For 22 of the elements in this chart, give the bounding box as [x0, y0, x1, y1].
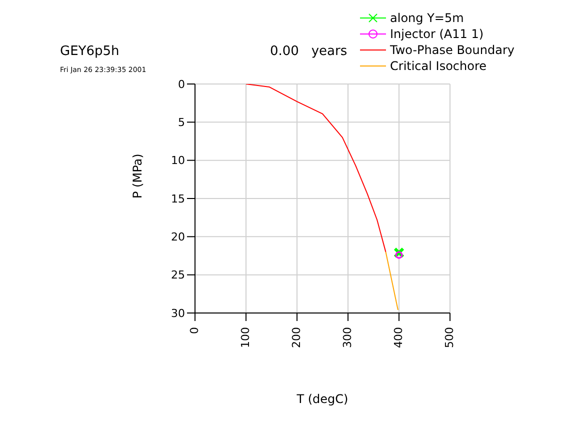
chart-subtitle: 0.00 years — [270, 44, 348, 59]
text: GEY6p5h — [60, 44, 120, 59]
legend-label: Two-Phase Boundary — [390, 42, 514, 58]
legend-label: Injector (A11 1) — [390, 26, 484, 42]
y-tick-label: 0 — [178, 78, 185, 91]
legend-label: along Y=5m — [390, 10, 464, 26]
x-tick-label: 400 — [392, 327, 406, 348]
y-axis-title: P (MPa) — [130, 154, 144, 198]
x-axis-title: T (degC) — [296, 392, 348, 406]
y-tick-label: 15 — [171, 192, 185, 206]
y-tick-label: 5 — [178, 116, 185, 130]
legend-label: Critical Isochore — [390, 58, 487, 74]
x-tick-label: 500 — [443, 327, 456, 348]
y-tick-label: 10 — [171, 154, 185, 168]
y-tick-label: 25 — [171, 268, 185, 282]
y-tick-label: 30 — [171, 306, 185, 320]
x-tick-label: 200 — [290, 327, 304, 348]
y-tick-label: 20 — [171, 230, 185, 244]
x-tick-label: 300 — [341, 327, 354, 348]
x-tick-label: 100 — [239, 327, 252, 348]
line-series — [246, 84, 386, 252]
x-tick-label: 0 — [188, 327, 202, 334]
